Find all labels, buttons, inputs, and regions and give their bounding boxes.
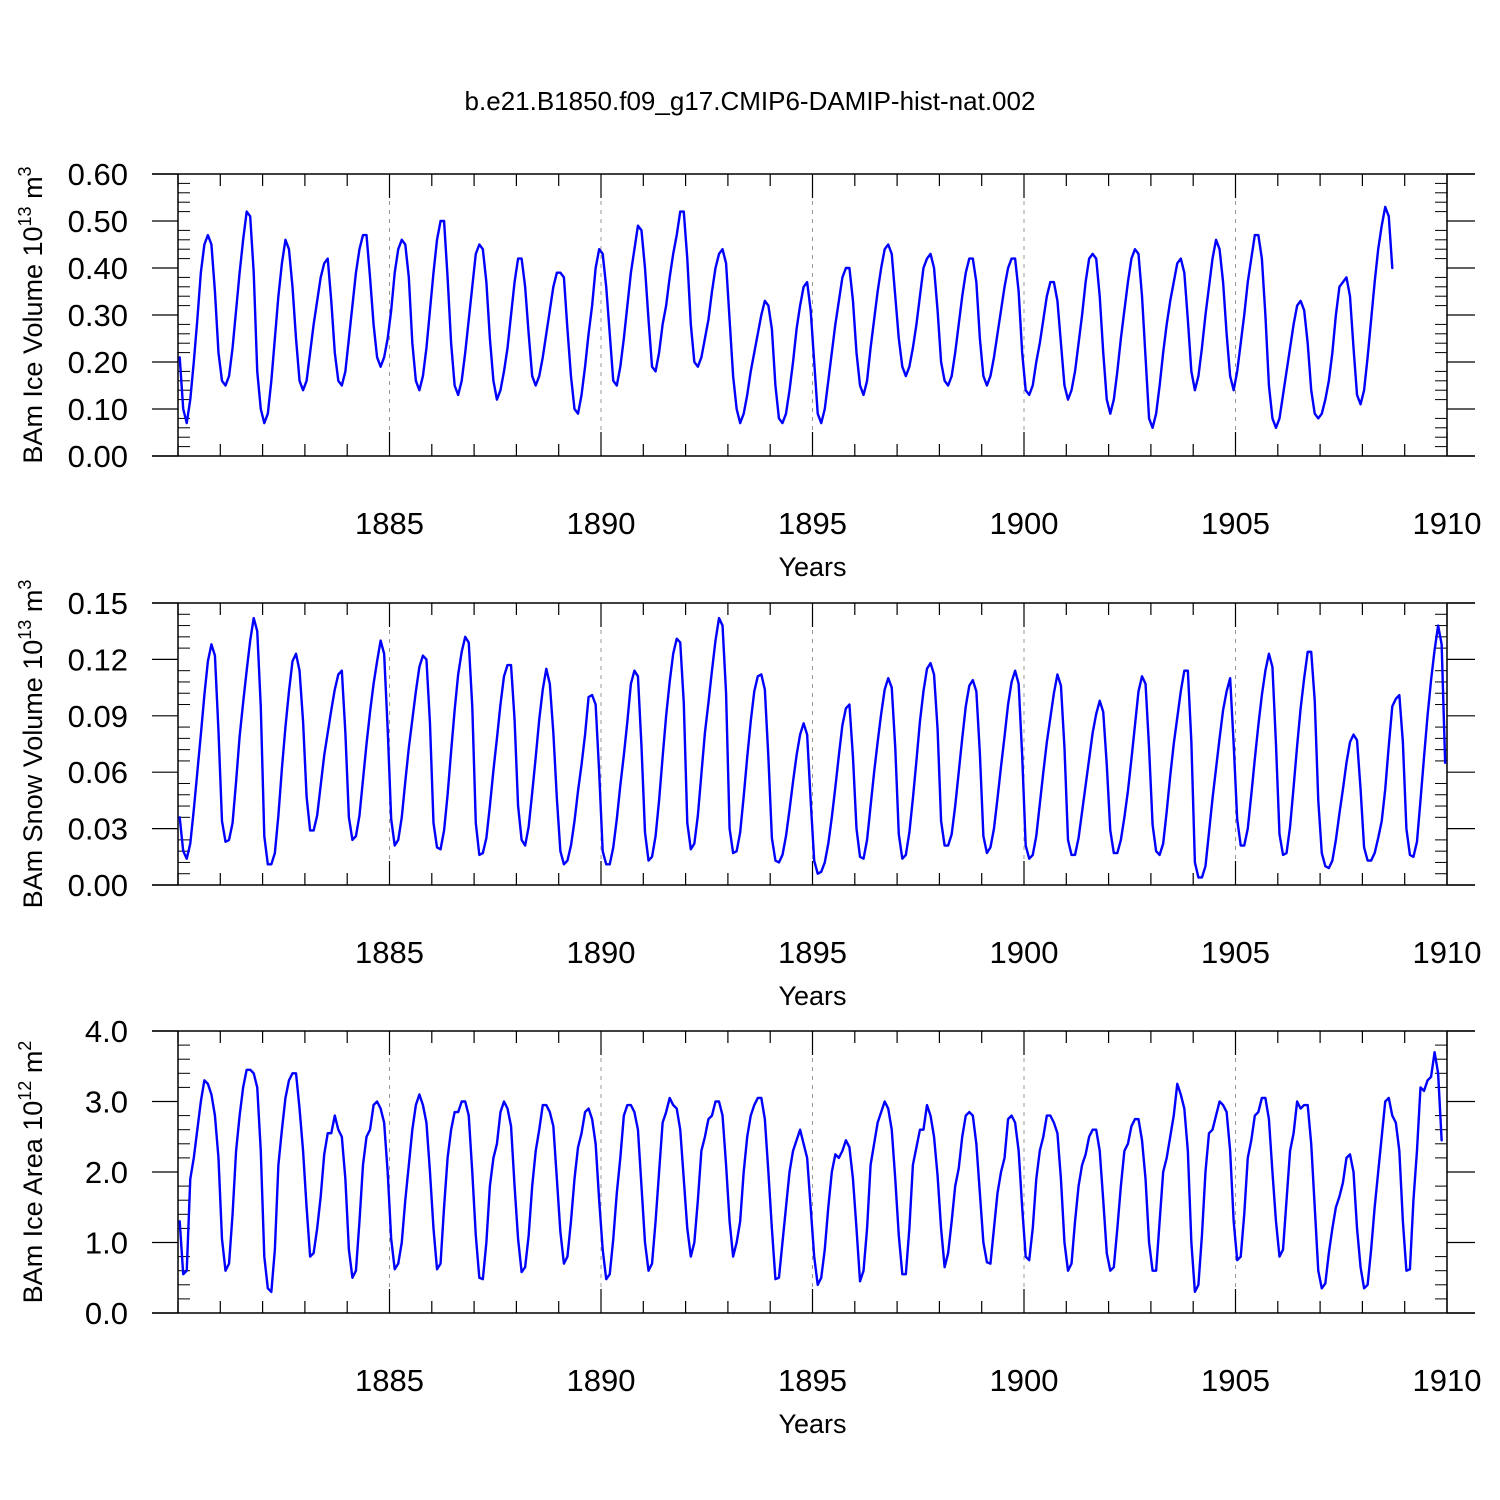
main-title: b.e21.B1850.f09_g17.CMIP6-DAMIP-hist-nat…: [465, 86, 1036, 116]
chart-2-y-axis-label-unit: m: [18, 590, 48, 620]
chart-2-y-tick-label: 0.06: [68, 755, 128, 790]
chart-1-y-tick-label: 0.00: [68, 439, 128, 474]
chart-1-y-axis-label-prefix: BAm Ice Volume 10: [18, 226, 48, 463]
chart-1-x-tick-label: 1895: [778, 506, 847, 541]
chart-3-y-axis-label-exp: 12: [15, 1081, 35, 1101]
chart-2-x-axis-label: Years: [778, 981, 846, 1011]
chart-3-x-tick-label: 1910: [1413, 1363, 1482, 1398]
chart-2-y-tick-label: 0.12: [68, 642, 128, 677]
chart-3-x-tick-label: 1890: [567, 1363, 636, 1398]
chart-1-x-tick-label: 1900: [990, 506, 1059, 541]
chart-1-y-tick-label: 0.20: [68, 345, 128, 380]
chart-1-series-line-1: [178, 205, 1394, 429]
chart-3-y-axis-label: BAm Ice Area 1012 m2: [15, 1041, 48, 1304]
chart-3-y-tick-label: 4.0: [85, 1014, 128, 1049]
chart-2-y-axis-label-exp: 13: [15, 620, 35, 640]
chart-1-x-tick-label: 1910: [1413, 506, 1482, 541]
chart-2-y-tick-label: 0.15: [68, 586, 128, 621]
chart-2-x-tick-label: 1890: [567, 935, 636, 970]
chart-2-x-tick-label: 1900: [990, 935, 1059, 970]
chart-3-y-tick-label: 1.0: [85, 1226, 128, 1261]
chart-3-y-tick-label: 3.0: [85, 1085, 128, 1120]
chart-2-y-tick-label: 0.03: [68, 812, 128, 847]
chart-1-y-axis-label-unit_exp: 3: [15, 166, 35, 176]
chart-1-x-axis-label: Years: [778, 552, 846, 582]
chart-3-x-tick-label: 1895: [778, 1363, 847, 1398]
panel-2: 0.00 0.03 0.06 0.09 0.12 0.15 1885 1890 1895 1900…: [15, 580, 1481, 1011]
chart-3-y-axis-label-prefix: BAm Ice Area 10: [18, 1101, 48, 1304]
chart-1-x-tick-label: 1905: [1201, 506, 1270, 541]
panels: 0.00 0.10 0.20 0.30 0.40 0.50 0.60 1885 1890 1895…: [15, 157, 1481, 1439]
chart-1-y-axis-label: BAm Ice Volume 1013 m3: [15, 166, 48, 463]
chart-1-y-tick-label: 0.60: [68, 157, 128, 192]
chart-3-series-line-1: [178, 1050, 1443, 1294]
chart-2-y-axis-label: BAm Snow Volume 1013 m3: [15, 580, 48, 909]
chart-1-y-tick-label: 0.10: [68, 392, 128, 427]
panel-3: 0.0 1.0 2.0 3.0 4.0 1885 1890 1895 1900 1905 1910 Y…: [15, 1014, 1481, 1439]
chart-1-x-tick-label: 1885: [355, 506, 424, 541]
chart-2-x-tick-label: 1895: [778, 935, 847, 970]
chart-2-y-axis-label-prefix: BAm Snow Volume 10: [18, 640, 48, 909]
chart-3-y-tick-label: 0.0: [85, 1296, 128, 1331]
chart-2-x-tick-label: 1910: [1413, 935, 1482, 970]
chart-2-x-tick-label: 1905: [1201, 935, 1270, 970]
chart-2-series-line-1: [178, 616, 1447, 879]
chart-1-y-tick-label: 0.40: [68, 251, 128, 286]
chart-1-y-axis-label-unit: m: [18, 176, 48, 206]
chart-2-y-axis-label-unit_exp: 3: [15, 580, 35, 590]
chart-1-y-axis-label-exp: 13: [15, 206, 35, 226]
chart-3-x-tick-label: 1905: [1201, 1363, 1270, 1398]
chart-3-y-axis-label-unit: m: [18, 1051, 48, 1081]
panel-1: 0.00 0.10 0.20 0.30 0.40 0.50 0.60 1885 1890 1895…: [15, 157, 1481, 582]
chart-1-y-tick-label: 0.50: [68, 204, 128, 239]
chart-3-y-tick-label: 2.0: [85, 1155, 128, 1190]
chart-3-x-tick-label: 1885: [355, 1363, 424, 1398]
chart-2-x-tick-label: 1885: [355, 935, 424, 970]
chart-2-y-tick-label: 0.00: [68, 868, 128, 903]
chart-3-x-tick-label: 1900: [990, 1363, 1059, 1398]
chart-2-y-tick-label: 0.09: [68, 699, 128, 734]
chart-3-y-axis-label-unit_exp: 2: [15, 1041, 35, 1051]
chart-1-y-tick-label: 0.30: [68, 298, 128, 333]
chart-1-x-tick-label: 1890: [567, 506, 636, 541]
chart-3-x-axis-label: Years: [778, 1409, 846, 1439]
